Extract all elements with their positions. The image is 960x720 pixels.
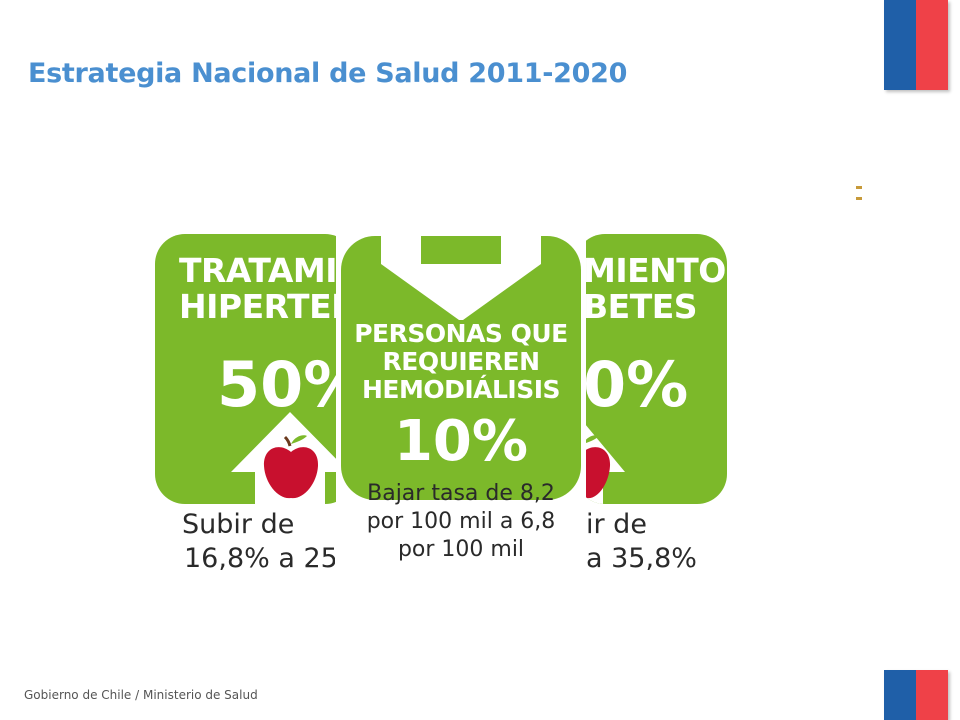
card-title-line1: PERSONAS QUE — [354, 319, 568, 348]
card-percent: 0% — [583, 348, 689, 421]
chile-flag-icon — [884, 670, 948, 720]
down-arrow-icon — [381, 236, 541, 320]
card-diabetes: MIENTO BETES 0% — [575, 234, 727, 504]
flag-blue-stripe — [884, 670, 916, 720]
desc-line2: a 35,8% — [586, 543, 697, 574]
card-hypertension: TRATAMIE HIPERTENS 50% — [155, 234, 355, 504]
desc-line1: Bajar tasa de 8,2 — [367, 481, 555, 506]
decorative-mark — [856, 186, 862, 214]
chile-flag-icon — [884, 0, 948, 90]
card-percent: 50% — [217, 348, 355, 421]
card-title-line2: HIPERTENS — [179, 287, 355, 326]
card-percent: 10% — [393, 409, 529, 474]
desc-line2: por 100 mil a 6,8 — [366, 509, 556, 534]
slide-title: Estrategia Nacional de Salud 2011-2020 — [28, 58, 628, 89]
flag-blue-stripe — [884, 0, 916, 90]
flag-red-stripe — [916, 0, 948, 90]
card-title-line1: TRATAMIE — [179, 251, 355, 290]
footer-text: Gobierno de Chile / Ministerio de Salud — [24, 688, 258, 702]
desc-line2: 16,8% a 25 — [184, 543, 335, 574]
desc-line3: por 100 mil — [397, 537, 525, 562]
card-hypertension-description: Subir de 16,8% a 25 — [150, 505, 335, 585]
card-hemodialysis: PERSONAS QUE REQUIEREN HEMODIÁLISIS 10% … — [336, 230, 586, 580]
card-title-line1: MIENTO — [583, 251, 726, 290]
apple-icon — [263, 435, 319, 499]
card-title-line2: REQUIEREN — [382, 347, 540, 376]
card-title: PERSONAS QUE REQUIEREN HEMODIÁLISIS — [341, 320, 581, 404]
desc-line1: ir de — [586, 509, 647, 540]
flag-red-stripe — [916, 670, 948, 720]
card-hemodialysis-panel: PERSONAS QUE REQUIEREN HEMODIÁLISIS 10% — [341, 236, 581, 500]
card-diabetes-description: ir de a 35,8% — [586, 505, 716, 585]
card-hemodialysis-description: Bajar tasa de 8,2 por 100 mil a 6,8 por … — [336, 480, 586, 564]
card-title-line3: HEMODIÁLISIS — [361, 375, 561, 404]
desc-line1: Subir de — [182, 509, 295, 540]
card-title-line2: BETES — [583, 287, 698, 326]
